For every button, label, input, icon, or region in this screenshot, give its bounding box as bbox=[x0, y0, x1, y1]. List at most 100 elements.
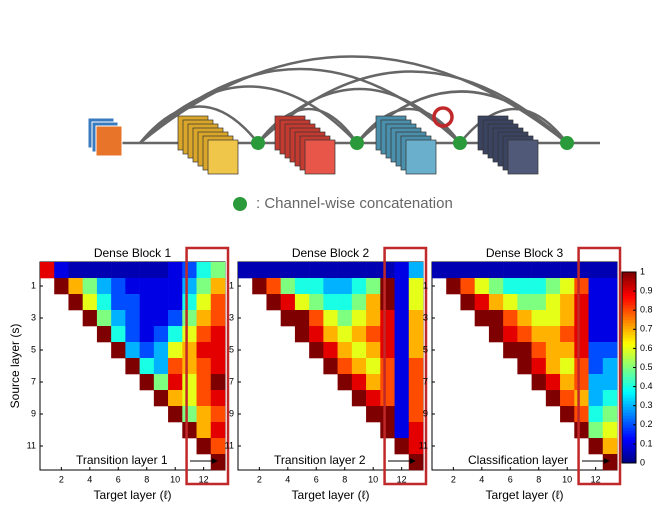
colorbar-step bbox=[622, 442, 636, 446]
cell bbox=[560, 406, 575, 423]
cell bbox=[574, 278, 589, 295]
cell bbox=[408, 390, 424, 407]
cell bbox=[574, 342, 589, 359]
cell bbox=[574, 326, 589, 343]
colorbar-step bbox=[622, 301, 636, 306]
colorbar-step bbox=[622, 385, 636, 389]
colorbar-tick-label: 0.7 bbox=[640, 324, 653, 334]
cell bbox=[182, 342, 197, 359]
cell bbox=[394, 310, 410, 327]
cell bbox=[111, 326, 126, 343]
cell bbox=[323, 278, 338, 295]
cell bbox=[366, 310, 381, 327]
cell bbox=[366, 342, 381, 359]
cell bbox=[210, 454, 226, 471]
cell bbox=[602, 422, 618, 439]
x-tick-label: 8 bbox=[536, 474, 541, 484]
cell bbox=[503, 342, 518, 359]
cell bbox=[366, 294, 381, 311]
colorbar-tick-label: 1 bbox=[640, 266, 645, 276]
cell bbox=[560, 294, 575, 311]
cell bbox=[474, 262, 490, 279]
cell bbox=[408, 310, 424, 327]
cell bbox=[196, 310, 212, 327]
x-tick-label: 10 bbox=[170, 474, 180, 484]
cell bbox=[196, 390, 212, 407]
cell bbox=[168, 358, 183, 375]
cell bbox=[196, 358, 212, 375]
colorbar-step bbox=[622, 298, 636, 303]
cell bbox=[380, 326, 395, 343]
cell bbox=[351, 310, 367, 327]
x-tick-label: 10 bbox=[368, 474, 378, 484]
cell bbox=[182, 390, 197, 407]
cell bbox=[408, 454, 424, 471]
cell bbox=[196, 438, 212, 455]
cell bbox=[531, 326, 547, 343]
colorbar-step bbox=[622, 427, 636, 431]
cell bbox=[394, 278, 410, 295]
x-tick-label: 4 bbox=[285, 474, 290, 484]
cell bbox=[337, 342, 353, 359]
colorbar: 0 0.1 0.2 0.3 0.4 0.5 0.6 0.7 0.8 0.9 1 bbox=[621, 266, 653, 467]
cell bbox=[380, 262, 395, 279]
cell bbox=[280, 278, 296, 295]
cell bbox=[139, 374, 155, 391]
cell bbox=[517, 326, 532, 343]
colorbar-step bbox=[622, 349, 636, 354]
cell bbox=[408, 358, 424, 375]
chart-title: Dense Block 3 bbox=[486, 246, 564, 260]
y-tick-label: 1 bbox=[229, 280, 234, 290]
cell bbox=[210, 310, 226, 327]
x-tick-label: 2 bbox=[257, 474, 262, 484]
colorbar-step bbox=[622, 454, 636, 458]
cell bbox=[545, 374, 561, 391]
cell bbox=[139, 342, 155, 359]
cell bbox=[588, 438, 604, 455]
cell bbox=[394, 438, 410, 455]
feature-stack bbox=[274, 115, 336, 175]
cell bbox=[111, 294, 126, 311]
cell bbox=[40, 262, 55, 279]
cell bbox=[380, 358, 395, 375]
x-axis-label: Target layer (ℓ) bbox=[486, 488, 564, 502]
cell bbox=[545, 390, 561, 407]
cell bbox=[488, 310, 504, 327]
y-tick-label: 9 bbox=[423, 408, 428, 418]
cell bbox=[560, 262, 575, 279]
cell bbox=[531, 278, 547, 295]
cell bbox=[517, 278, 532, 295]
cell bbox=[111, 342, 126, 359]
cell bbox=[153, 294, 169, 311]
cell bbox=[517, 310, 532, 327]
cell bbox=[602, 406, 618, 423]
colorbar-step bbox=[622, 295, 636, 300]
highlight-circle bbox=[432, 106, 454, 128]
cell bbox=[545, 326, 561, 343]
cell bbox=[602, 454, 618, 471]
cell bbox=[588, 422, 604, 439]
cell bbox=[574, 294, 589, 311]
y-tick-label: 3 bbox=[229, 312, 234, 322]
cell bbox=[82, 294, 98, 311]
cell bbox=[266, 294, 281, 311]
cell bbox=[182, 326, 197, 343]
annotation: Classification layer bbox=[468, 453, 568, 467]
cell bbox=[602, 310, 618, 327]
cell bbox=[182, 406, 197, 423]
cell bbox=[560, 374, 575, 391]
y-tick-label: 9 bbox=[229, 408, 234, 418]
cell bbox=[168, 406, 183, 423]
cell bbox=[488, 278, 504, 295]
cell bbox=[125, 310, 140, 327]
cell bbox=[111, 310, 126, 327]
cell bbox=[432, 262, 447, 279]
cell bbox=[280, 294, 296, 311]
x-axis-label: Target layer (ℓ) bbox=[292, 488, 370, 502]
cell bbox=[182, 262, 197, 279]
cell bbox=[210, 390, 226, 407]
cell bbox=[545, 342, 561, 359]
cell bbox=[366, 326, 381, 343]
cell bbox=[309, 342, 324, 359]
